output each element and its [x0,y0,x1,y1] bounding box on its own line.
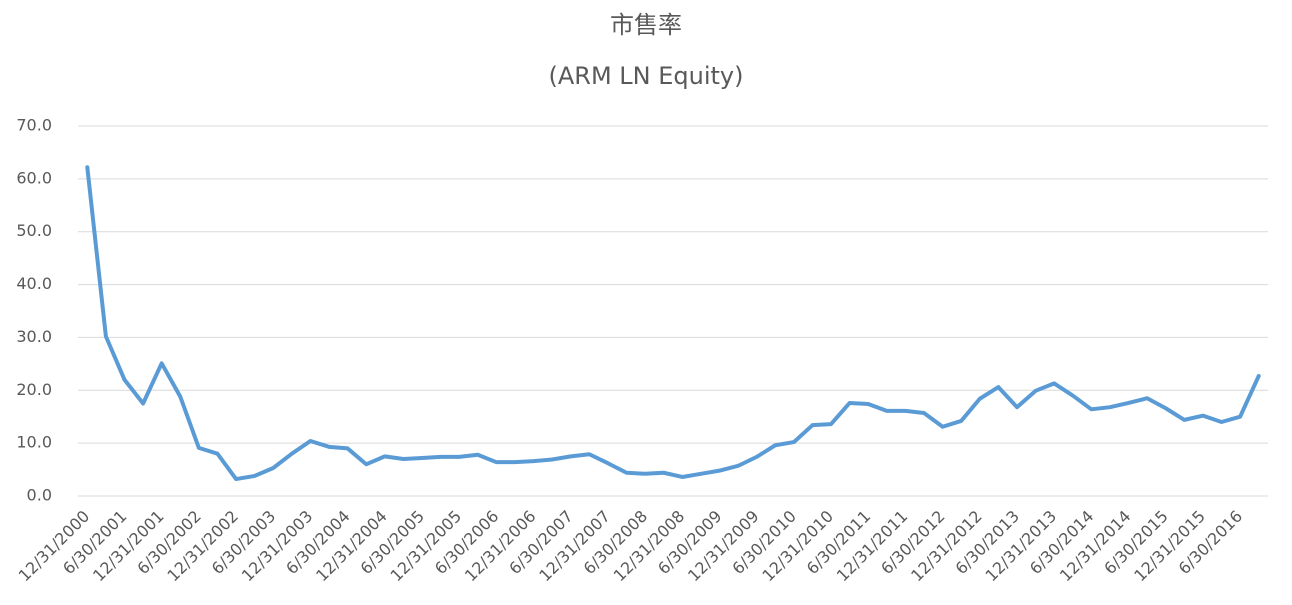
chart-title: 市售率 [610,11,682,39]
y-tick-label: 50.0 [16,221,52,240]
y-tick-label: 30.0 [16,327,52,346]
y-tick-label: 10.0 [16,433,52,452]
y-tick-label: 70.0 [16,116,52,135]
y-tick-label: 0.0 [27,486,52,505]
y-tick-label: 40.0 [16,274,52,293]
y-tick-label: 60.0 [16,168,52,187]
line-series [85,165,1261,482]
y-tick-label: 20.0 [16,380,52,399]
chart-subtitle: (ARM LN Equity) [549,62,744,90]
